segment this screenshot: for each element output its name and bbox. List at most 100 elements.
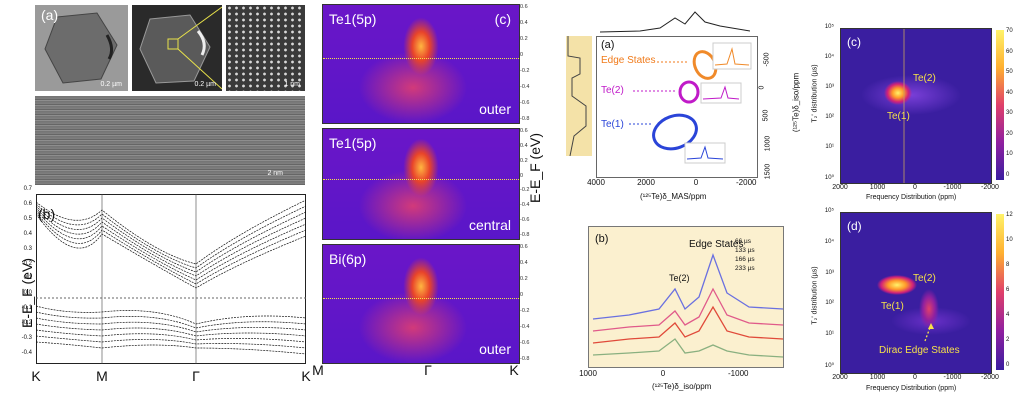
fermi-dotted-line — [323, 298, 519, 300]
t2d-y-tick-5: 10⁰ — [824, 363, 834, 369]
t2c-cb-tick-1: 60 — [1006, 48, 1013, 55]
orbital-label-2: Bi(6p) — [329, 251, 367, 267]
nmr2d-x-tick-0: 4000 — [587, 178, 605, 187]
orbital-projection-panels: Te1(5p) outer (c) 0.6 0.4 0.2 0 -0.2 -0.4 -0.6 -0.… — [310, 0, 545, 403]
t2d-cb-tick-6: 0 — [1006, 362, 1010, 368]
projection-panel-0: Te1(5p) outer (c) — [322, 4, 520, 124]
bands-y-tick-10: -0.3 — [21, 335, 32, 342]
nmr1d-traces — [592, 253, 783, 358]
band-line — [36, 341, 306, 355]
bands-y-tick-3: 0.4 — [23, 230, 32, 237]
bands-y-tick-7: 0.0 — [23, 290, 32, 297]
orbital-label-1: Te1(5p) — [329, 135, 377, 151]
projection-y-tick: 0 — [520, 52, 524, 58]
tem-image-hexagon-dark: 0.2 µm — [132, 5, 223, 91]
nmr2d-x-tick-3: -2000 — [736, 178, 757, 187]
t2c-colorbar-ticks: 70 60 50 40 30 20 10 0 — [1006, 28, 1024, 182]
projection-y-tick: -0.6 — [520, 100, 530, 106]
t2d-x-tick-0: 2000 — [832, 374, 848, 381]
t2d-cb-tick-2: 8 — [1006, 262, 1010, 268]
nmr-1d-plot: (b) Edge States Te(2) 66 µs 133 µs 166 µ… — [579, 226, 786, 401]
t2d-cb-tick-5: 2 — [1006, 337, 1010, 343]
t2-map-d: T₂' distribution (µs) 10⁵ 10⁴ 10³ 10² 10¹ 10⁰… — [800, 208, 1024, 403]
arpes-y-axis-label: E-E_F (eV) — [527, 133, 543, 204]
t2d-x-label: Frequency Distribution (ppm) — [866, 385, 957, 392]
nmr2d-y-tick-4: 1500 — [764, 163, 772, 180]
nmr1d-panel-letter: (b) — [595, 233, 609, 245]
t2c-y-tick-2: 10³ — [825, 84, 834, 90]
nmr2d-x-tick-2: 0 — [693, 178, 699, 187]
hexagon-flake-icon — [44, 12, 118, 84]
t2d-y-tick-0: 10⁵ — [824, 208, 834, 214]
arpes-k-label-1: Γ — [424, 362, 432, 378]
projection-y-tick: 0.2 — [520, 36, 528, 42]
bands-y-ticks: 0.7 0.6 0.5 0.4 0.3 0.2 0.1 0.0 -0.1 -0.2 -0.3 -0.4 — [0, 186, 34, 370]
t2c-cb-tick-7: 0 — [1006, 172, 1010, 178]
band-line — [36, 209, 306, 281]
t2c-colorbar — [996, 30, 1004, 180]
projection-y-tick: -0.2 — [520, 308, 530, 314]
tem-scale-label-2: 0.2 µm — [194, 81, 216, 88]
t2c-y-ticks: 10⁵ 10⁴ 10³ 10² 10¹ 10⁰ — [810, 24, 836, 182]
band-line — [36, 207, 306, 277]
t2c-guide-line — [903, 29, 905, 183]
tem-image-hexagon-bright: 0.2 µm — [35, 5, 128, 91]
band-lines — [36, 194, 306, 364]
bands-y-tick-4: 0.3 — [23, 245, 32, 252]
tem-scale-label-1: 0.2 µm — [100, 81, 122, 88]
legend-item-1: 66 µs — [735, 238, 752, 245]
tem-scale-label-4: 2 nm — [267, 170, 283, 177]
projection-y-tick: -0.6 — [520, 217, 530, 224]
projection-y-tick: -0.4 — [520, 202, 530, 209]
band-line — [36, 311, 306, 329]
band-line — [36, 213, 306, 289]
projection-y-tick: 0 — [520, 172, 524, 179]
nmr2d-y-ticks: -500 0 500 1000 1500 — [758, 36, 784, 179]
legend-item-2: 133 µs — [735, 247, 755, 254]
t2c-label-te1: Te(1) — [887, 111, 910, 122]
t2d-y-tick-3: 10² — [825, 300, 834, 307]
band-line — [36, 317, 306, 333]
t2c-x-ticks: 2000 1000 0 -1000 -2000 — [832, 184, 999, 194]
projection-panel-2: Bi(6p) outer — [322, 244, 520, 364]
band-line — [36, 211, 306, 285]
nmr2d-x-label: (¹²⁵Te)δ_MAS/ppm — [640, 192, 707, 201]
t2d-colorbar — [996, 214, 1004, 370]
nmr1d-x-tick-2: -1000 — [728, 369, 749, 378]
band-line — [36, 305, 306, 325]
t2d-cb-tick-4: 4 — [1006, 312, 1010, 318]
bands-k-label-1: M — [96, 368, 108, 384]
projection-y-tick: -0.2 — [520, 187, 530, 194]
nmr-2d-frame: (a) Edge States Te(2) Te(1) — [596, 36, 758, 178]
t2c-cb-tick-3: 40 — [1006, 89, 1013, 96]
bands-y-tick-9: -0.2 — [21, 320, 32, 327]
nmr2d-y-tick-3: 1000 — [764, 135, 772, 152]
bands-k-label-3: K — [301, 368, 311, 384]
position-label-2: outer — [479, 341, 511, 357]
band-line — [36, 203, 306, 269]
nmr1d-legend: 66 µs 133 µs 166 µs 233 µs — [735, 237, 755, 273]
t2d-colorbar-ticks: 12 10 8 6 4 2 0 — [1006, 212, 1024, 372]
bands-k-label-0: K — [31, 368, 41, 384]
t2c-x-tick-2: 0 — [913, 184, 917, 191]
t2c-x-tick-3: -1000 — [943, 184, 962, 191]
tem-cross-section: 2 nm — [35, 96, 305, 185]
nmr2d-x-ticks: 4000 2000 0 -2000 — [587, 178, 757, 188]
t2d-x-tick-1: 1000 — [869, 374, 886, 381]
t2c-cb-tick-2: 50 — [1006, 69, 1013, 76]
t2c-y-tick-0: 10⁵ — [824, 24, 834, 30]
projection-y-tick: -0.8 — [520, 116, 530, 122]
band-line — [36, 335, 306, 349]
dirac-arrow-icon — [924, 323, 934, 342]
bands-y-tick-6: 0.1 — [23, 275, 32, 282]
t2d-label-dirac: Dirac Edge States — [879, 345, 960, 356]
t2c-x-label: Frequency Distribution (ppm) — [866, 194, 957, 201]
band-line — [36, 205, 306, 273]
band-structure-plot: E-E_F (eV) (b) 0.7 0.6 0.5 0.4 0.3 0.2 0.1 0.0-… — [0, 186, 315, 403]
nmr1d-frame: (b) Edge States Te(2) 66 µs 133 µs 166 µ… — [588, 226, 784, 368]
bands-y-tick-2: 0.5 — [23, 215, 32, 222]
legend-item-3: 166 µs — [735, 256, 755, 263]
orbital-label-0: Te1(5p) — [329, 11, 377, 27]
bands-y-tick-8: -0.1 — [21, 305, 32, 312]
